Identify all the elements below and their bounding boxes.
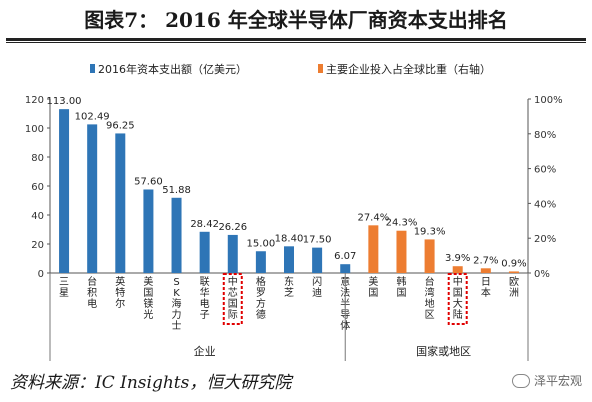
legend-label: 主要企业投入占全球比重（右轴） <box>326 62 491 76</box>
page-title: 图表7： 2016 年全球半导体厂商资本支出排名 <box>84 8 508 32</box>
category-label: 格罗方德 <box>256 275 266 321</box>
category-label: 联华电子 <box>200 276 210 321</box>
category-label: 闪迪 <box>312 275 322 299</box>
group-label: 国家或地区 <box>416 344 471 358</box>
bar <box>480 268 491 273</box>
data-label: 6.07 <box>334 251 356 262</box>
watermark-label: 泽平宏观 <box>533 374 582 388</box>
data-label: 113.00 <box>47 96 82 107</box>
y-left-tick-label: 60 <box>31 182 44 193</box>
bar <box>59 109 70 274</box>
data-label: 57.60 <box>134 176 163 187</box>
y-right-tick-label: 100% <box>534 95 563 106</box>
category-label: 台积电 <box>87 275 97 310</box>
bar <box>115 133 126 273</box>
bar <box>255 251 266 273</box>
group-label: 企业 <box>194 344 216 358</box>
highlight-box <box>222 273 243 325</box>
data-label: 3.9% <box>445 253 470 264</box>
data-label: 18.40 <box>275 233 304 244</box>
wechat-icon <box>511 373 530 388</box>
category-label: 中国大陆 <box>453 275 463 321</box>
highlight-box <box>447 273 468 325</box>
y-right-tick-label: 80% <box>534 130 556 141</box>
bar <box>87 124 98 274</box>
source-note: 资料来源：IC Insights，恒大研究院 <box>10 373 292 393</box>
category-label: 中芯国际 <box>228 275 238 321</box>
bar <box>284 246 294 273</box>
category-label: 欧洲 <box>509 276 519 299</box>
bar <box>396 230 407 273</box>
y-left-tick-label: 40 <box>31 211 44 222</box>
y-right-tick-label: 0% <box>534 269 550 280</box>
bar <box>452 266 463 273</box>
bar <box>312 247 323 273</box>
data-label: 27.4% <box>357 212 389 223</box>
category-label: 韩国 <box>396 275 406 299</box>
capex-chart: 2016年资本支出额（亿美元） 主要企业投入占全球比重（右轴） 0 20 40 60 80 1… <box>25 62 563 361</box>
bar <box>171 197 182 273</box>
legend-swatch <box>90 64 95 73</box>
data-label: 26.26 <box>218 222 247 233</box>
title-bar: 图表7： 2016 年全球半导体厂商资本支出排名 <box>0 0 592 36</box>
title-rule <box>6 38 586 41</box>
bar <box>508 271 519 273</box>
bar <box>368 225 379 273</box>
data-label: 19.3% <box>414 226 446 237</box>
data-label: 51.88 <box>162 185 191 196</box>
data-label: 17.50 <box>303 235 332 246</box>
y-left-tick-label: 80 <box>31 153 44 164</box>
data-label: 24.3% <box>386 218 418 229</box>
bar <box>199 231 210 273</box>
legend-swatch <box>318 64 323 73</box>
data-label: 96.25 <box>106 120 135 131</box>
legend-label: 2016年资本支出额（亿美元） <box>98 62 247 76</box>
bar <box>143 189 154 273</box>
category-label: 三星 <box>59 277 69 299</box>
bar <box>424 239 435 273</box>
y-right-tick-label: 40% <box>534 199 556 210</box>
data-label: 102.49 <box>75 111 110 122</box>
category-label: S K 海力士 <box>172 277 182 332</box>
category-label: 东芝 <box>284 275 294 299</box>
data-label: 15.00 <box>247 238 276 249</box>
data-label: 2.7% <box>473 255 498 266</box>
y-left-tick-label: 20 <box>31 240 44 251</box>
category-label: 美国 <box>368 275 378 299</box>
y-right-tick-label: 60% <box>534 165 556 176</box>
y-left-tick-label: 100 <box>25 124 44 135</box>
data-label: 28.42 <box>190 219 219 230</box>
category-label: 台湾地区 <box>425 275 435 321</box>
title-rule-thin <box>6 42 586 43</box>
y-right-tick-label: 20% <box>534 234 556 245</box>
y-left-tick-label: 120 <box>25 95 44 106</box>
data-label: 0.9% <box>501 258 526 269</box>
bar <box>227 234 238 273</box>
category-label: 美国镁光 <box>143 275 153 321</box>
category-label: 英特尔 <box>115 275 125 310</box>
bar <box>340 264 351 273</box>
y-left-tick-label: 0 <box>38 269 44 280</box>
category-label: 日本 <box>481 277 491 299</box>
watermark: 泽平宏观 <box>511 372 582 389</box>
